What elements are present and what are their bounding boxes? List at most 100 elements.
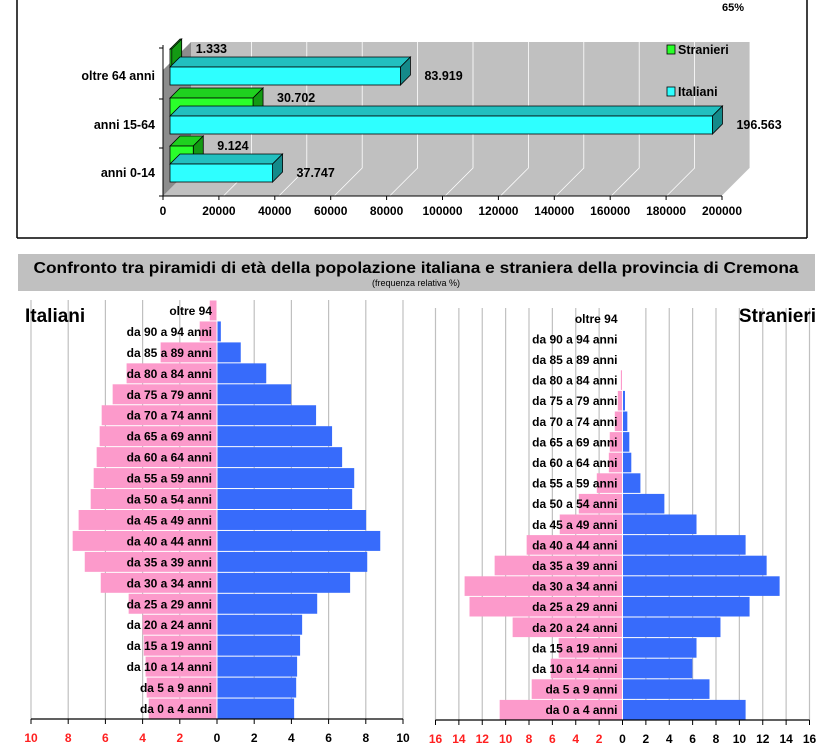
age-group-label: da 70 a 74 anni bbox=[532, 415, 617, 429]
x-tick-label: 60000 bbox=[314, 204, 348, 218]
age-group-label: da 55 a 59 anni bbox=[532, 477, 617, 491]
left-bar bbox=[112, 384, 217, 405]
x-tick-label: 8 bbox=[713, 732, 720, 746]
section-title: Confronto tra piramidi di età della popo… bbox=[34, 260, 799, 277]
left-bar bbox=[145, 656, 217, 677]
x-tick-label: 120000 bbox=[478, 204, 518, 218]
right-bar bbox=[623, 390, 625, 411]
x-tick-label: 10 bbox=[24, 731, 38, 745]
italiani-value-label: 83.919 bbox=[424, 69, 462, 83]
right-bar bbox=[217, 698, 295, 719]
gridline bbox=[610, 42, 640, 197]
right-bar bbox=[217, 510, 367, 530]
left-bar bbox=[558, 638, 622, 658]
age-group-label: da 60 a 64 anni bbox=[532, 456, 617, 470]
bar-top-face bbox=[169, 56, 412, 68]
age-group-label: da 75 a 79 anni bbox=[127, 388, 212, 402]
stranieri-pyramid: oltre 94 da 90 a 94 anni da 85 a 89 anni da… bbox=[429, 306, 817, 746]
left-bar bbox=[209, 300, 217, 321]
x-tick-label: 14 bbox=[452, 732, 466, 746]
x-tick-label: 16 bbox=[803, 732, 817, 746]
italiani-bar bbox=[169, 153, 284, 183]
right-bar bbox=[623, 679, 710, 699]
left-bar bbox=[128, 593, 217, 614]
age-group-label: da 50 a 54 anni bbox=[532, 497, 617, 511]
italiani-bar bbox=[169, 105, 724, 135]
age-group-label: da 25 a 29 anni bbox=[127, 597, 212, 611]
age-group-label: da 0 a 4 anni bbox=[545, 703, 617, 717]
stranieri-bar bbox=[169, 38, 183, 68]
category-label: anni 0-14 bbox=[101, 166, 155, 180]
left-bar bbox=[146, 677, 217, 698]
bar-front-face bbox=[169, 163, 273, 183]
legend-swatch-stranieri bbox=[666, 44, 676, 55]
age-group-label: da 10 a 14 anni bbox=[532, 662, 617, 676]
right-bar bbox=[217, 405, 317, 426]
x-tick-label: 2 bbox=[643, 732, 650, 746]
left-bar bbox=[143, 635, 217, 656]
right-bar bbox=[217, 614, 303, 635]
left-bar bbox=[464, 576, 622, 596]
left-bar bbox=[620, 370, 622, 390]
x-tick-label: 0 bbox=[214, 731, 221, 745]
age-group-label: da 65 a 69 anni bbox=[127, 430, 212, 444]
age-group-label: da 90 a 94 anni bbox=[532, 332, 617, 346]
bar-front-face bbox=[169, 115, 713, 135]
left-bar bbox=[126, 363, 217, 384]
x-tick-label: 6 bbox=[689, 732, 696, 746]
right-bar bbox=[217, 530, 381, 551]
left-bar bbox=[90, 489, 217, 509]
left-bar bbox=[596, 473, 622, 493]
left-bar bbox=[199, 321, 217, 342]
age-group-label: oltre 94 bbox=[575, 312, 618, 326]
x-tick-label: 10 bbox=[733, 732, 747, 746]
left-bar bbox=[101, 405, 217, 426]
x-tick-label: 6 bbox=[549, 732, 556, 746]
right-bar bbox=[623, 473, 641, 493]
left-bar bbox=[142, 614, 217, 635]
pyramid-title: Stranieri bbox=[739, 306, 816, 327]
x-tick-label: 14 bbox=[779, 732, 793, 746]
x-tick-label: 4 bbox=[288, 731, 295, 745]
right-bar bbox=[217, 468, 355, 489]
x-tick-label: 4 bbox=[572, 732, 579, 746]
legend-label-stranieri: Stranieri bbox=[678, 43, 729, 57]
left-bar bbox=[609, 432, 622, 452]
right-bar bbox=[217, 342, 241, 363]
stranieri-value-label: 1.333 bbox=[196, 42, 227, 56]
left-bar bbox=[494, 555, 622, 576]
left-bar bbox=[148, 698, 217, 719]
left-bar bbox=[499, 699, 622, 720]
age-group-label: da 0 a 4 anni bbox=[140, 702, 212, 716]
x-tick-label: 2 bbox=[596, 732, 603, 746]
italiani-value-label: 196.563 bbox=[736, 118, 781, 132]
right-bar bbox=[623, 576, 780, 596]
right-bar bbox=[623, 493, 665, 514]
age-group-label: da 90 a 94 anni bbox=[127, 325, 212, 339]
age-group-label: da 30 a 34 anni bbox=[532, 580, 617, 594]
gridline bbox=[389, 42, 419, 197]
stranieri-value-label: 9.124 bbox=[217, 139, 248, 153]
x-tick-label: 4 bbox=[139, 731, 146, 745]
left-bar bbox=[512, 617, 622, 638]
x-tick-label: 12 bbox=[756, 732, 770, 746]
x-tick-label: 12 bbox=[476, 732, 490, 746]
x-tick-label: 8 bbox=[65, 731, 72, 745]
stranieri-value-label: 30.702 bbox=[277, 91, 315, 105]
age-group-label: da 20 a 24 anni bbox=[532, 621, 617, 635]
right-bar bbox=[623, 658, 693, 679]
x-tick-label: 8 bbox=[362, 731, 369, 745]
left-bar bbox=[578, 493, 622, 514]
left-bar bbox=[526, 535, 622, 555]
right-bar bbox=[623, 514, 697, 535]
left-bar bbox=[72, 530, 217, 551]
x-tick-label: 8 bbox=[526, 732, 533, 746]
gridline bbox=[500, 42, 529, 197]
age-group-label: oltre 94 bbox=[169, 304, 212, 318]
left-bar bbox=[84, 551, 217, 572]
age-group-label: da 65 a 69 anni bbox=[532, 435, 617, 449]
x-tick-label: 10 bbox=[499, 732, 513, 746]
category-label: oltre 64 anni bbox=[81, 69, 155, 83]
age-group-label: da 15 a 19 anni bbox=[532, 641, 617, 655]
